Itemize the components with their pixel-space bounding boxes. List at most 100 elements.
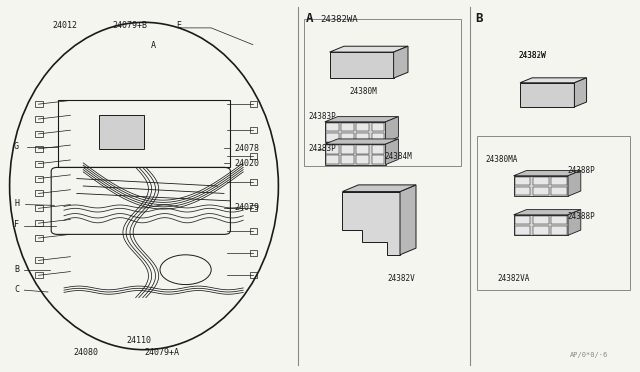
Bar xyxy=(250,179,257,185)
Bar xyxy=(304,19,461,166)
Text: F: F xyxy=(14,220,19,229)
Polygon shape xyxy=(514,210,581,215)
Text: 24382VA: 24382VA xyxy=(498,274,531,283)
Bar xyxy=(341,123,354,131)
Polygon shape xyxy=(514,176,568,196)
Bar xyxy=(99,115,144,149)
Text: 2438₂W: 2438₂W xyxy=(518,51,546,60)
Bar xyxy=(533,226,548,235)
Text: 24382V: 24382V xyxy=(387,274,415,283)
Polygon shape xyxy=(342,185,416,192)
Polygon shape xyxy=(514,215,568,235)
Text: 24380MA: 24380MA xyxy=(485,155,518,164)
Text: A: A xyxy=(306,12,314,25)
Bar xyxy=(477,136,630,290)
Bar xyxy=(250,205,257,211)
Bar xyxy=(35,235,43,241)
Polygon shape xyxy=(568,170,581,196)
Bar xyxy=(35,146,43,152)
Text: C: C xyxy=(14,285,19,294)
Polygon shape xyxy=(342,192,400,255)
Bar xyxy=(515,187,531,196)
Bar xyxy=(35,220,43,226)
Text: 24020: 24020 xyxy=(235,158,260,167)
Bar xyxy=(35,190,43,196)
Text: 24383P: 24383P xyxy=(308,112,336,121)
Bar xyxy=(515,177,531,185)
Polygon shape xyxy=(385,139,398,165)
Text: AP/0*0/·6: AP/0*0/·6 xyxy=(570,352,608,358)
Bar xyxy=(250,101,257,107)
Bar xyxy=(35,116,43,122)
Bar xyxy=(356,155,369,164)
Text: A: A xyxy=(150,41,156,50)
Text: 24382WA: 24382WA xyxy=(320,15,358,24)
Bar xyxy=(356,133,369,142)
Bar xyxy=(35,176,43,182)
Bar xyxy=(250,228,257,234)
Text: E: E xyxy=(176,21,181,30)
Bar xyxy=(551,226,567,235)
Text: 24380M: 24380M xyxy=(349,87,377,96)
Polygon shape xyxy=(325,122,385,142)
Text: 24079+A: 24079+A xyxy=(144,348,179,357)
Bar xyxy=(341,133,354,142)
Text: 24383P: 24383P xyxy=(308,144,336,153)
Bar xyxy=(58,100,230,167)
Bar xyxy=(372,145,385,154)
Bar xyxy=(551,215,567,224)
Bar xyxy=(515,226,531,235)
Polygon shape xyxy=(325,117,398,122)
Bar xyxy=(533,215,548,224)
Bar xyxy=(341,155,354,164)
Bar xyxy=(250,272,257,278)
Bar xyxy=(326,133,339,142)
Text: 24078: 24078 xyxy=(235,144,260,153)
Text: B: B xyxy=(475,12,483,25)
Bar xyxy=(551,187,567,196)
Bar xyxy=(35,131,43,137)
Text: G: G xyxy=(14,142,19,151)
Polygon shape xyxy=(575,78,586,107)
Text: B: B xyxy=(14,264,19,273)
Bar xyxy=(533,187,548,196)
Polygon shape xyxy=(400,185,416,255)
Text: 24388P: 24388P xyxy=(568,166,595,175)
Bar xyxy=(356,145,369,154)
Polygon shape xyxy=(520,78,586,83)
Polygon shape xyxy=(514,170,581,176)
Bar xyxy=(35,161,43,167)
Polygon shape xyxy=(568,210,581,235)
Bar xyxy=(551,177,567,185)
Bar xyxy=(326,145,339,154)
Polygon shape xyxy=(520,83,575,107)
Bar xyxy=(35,272,43,278)
Bar xyxy=(372,133,385,142)
Bar xyxy=(372,155,385,164)
Bar xyxy=(326,155,339,164)
Polygon shape xyxy=(394,46,408,78)
Polygon shape xyxy=(385,117,398,142)
Bar xyxy=(35,101,43,107)
Bar xyxy=(35,205,43,211)
Bar xyxy=(515,215,531,224)
Text: 24388P: 24388P xyxy=(568,212,595,221)
Polygon shape xyxy=(325,144,385,165)
Text: 24079+B: 24079+B xyxy=(112,21,147,30)
Text: 24382W: 24382W xyxy=(518,51,546,60)
Bar xyxy=(356,123,369,131)
Text: 24110: 24110 xyxy=(127,336,152,345)
Bar xyxy=(533,177,548,185)
Polygon shape xyxy=(330,46,408,52)
Bar xyxy=(250,250,257,256)
Text: 24080: 24080 xyxy=(74,348,99,357)
Bar xyxy=(341,145,354,154)
Text: H: H xyxy=(14,199,19,208)
Text: 24012: 24012 xyxy=(52,21,77,30)
Bar xyxy=(35,257,43,263)
Bar xyxy=(250,127,257,133)
Bar xyxy=(372,123,385,131)
Polygon shape xyxy=(330,52,394,78)
Polygon shape xyxy=(325,139,398,144)
Text: 24079: 24079 xyxy=(235,203,260,212)
